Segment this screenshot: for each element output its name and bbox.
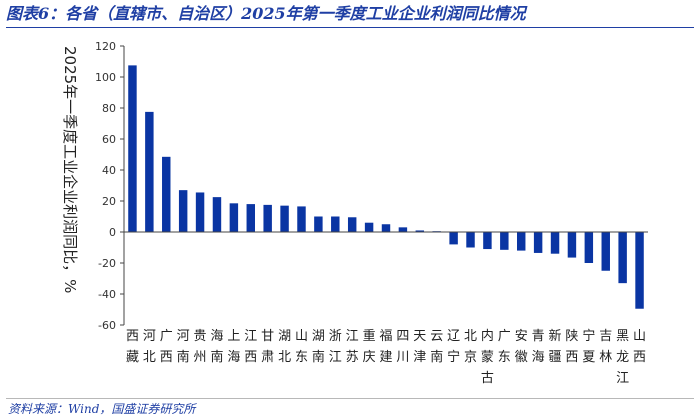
category-label: 吉林 [599,329,612,365]
bar [635,232,644,309]
y-tick-label: 100 [95,71,116,84]
category-label: 甘肃 [261,329,274,365]
bar [601,232,610,271]
y-tick-label: 20 [102,195,116,208]
bar [128,65,137,233]
category-label: 陕西 [565,329,578,365]
bar [178,190,188,232]
bar [483,232,492,250]
bars [128,65,644,309]
category-label: 内蒙古 [481,328,494,386]
y-axis-ticks: -60 -40 -20 0 20 40 60 80 100 120 [95,40,124,332]
y-axis-title: 2025年一季度工业企业利润同比，% [61,46,79,293]
chart-title: 图表6：各省（直辖市、自治区）2025年第一季度工业企业利润同比情况 [6,4,526,23]
category-label: 广东 [498,329,511,365]
y-tick-label: 60 [102,133,116,146]
category-label: 宁夏 [582,328,595,365]
bar [398,227,408,232]
title-divider [6,27,694,28]
category-label: 黑龙江 [616,329,629,386]
category-label: 四川 [396,329,409,365]
bar [500,232,509,250]
category-label: 广西 [160,329,173,365]
bar [246,204,255,232]
bar [347,217,357,232]
bar [280,205,289,232]
bar [415,230,425,232]
category-label: 河南 [177,329,190,365]
bar [550,232,560,254]
bar [145,111,154,233]
y-tick-label: 40 [102,164,116,177]
bar [618,232,627,284]
category-label: 新疆 [549,328,562,365]
y-tick-label: 120 [95,40,116,53]
bar [297,206,306,232]
y-axis-label: 2025年一季度工业企业利润同比，% [61,46,79,293]
category-label: 辽宁 [447,329,460,365]
bar [584,232,594,263]
category-label: 安徽 [515,329,528,365]
bar [381,224,391,232]
category-label: 江西 [244,329,257,365]
bar [466,232,475,248]
category-label: 海南 [210,329,223,365]
y-tick-label: -40 [98,288,116,301]
category-label: 贵州 [194,329,207,365]
category-label: 河北 [143,329,156,365]
bar [364,222,374,232]
bar [533,232,543,253]
bar [229,203,239,232]
bar [162,156,171,232]
footer-divider [6,398,694,399]
category-label: 云南 [430,329,443,365]
bar [263,204,272,233]
y-tick-label: 0 [109,226,116,239]
bar [212,197,222,233]
category-label: 西藏 [126,329,139,365]
bar [449,232,458,245]
category-label: 天津 [413,329,426,365]
category-labels: 西藏河北广西河南贵州海南上海江西甘肃湖北山东湖南浙江江苏重庆福建四川天津云南辽宁… [126,328,646,386]
bar [517,232,526,251]
bar [567,232,577,258]
category-label: 青海 [532,329,545,365]
category-label: 重庆 [363,328,376,365]
bar-chart: 2025年一季度工业企业利润同比，% -60 -40 -20 0 20 40 60 80 100… [61,40,648,386]
category-label: 福建 [379,329,392,365]
category-label: 山西 [633,329,646,365]
category-label: 浙江 [329,329,342,365]
category-label: 上海 [227,329,240,365]
category-label: 山东 [295,329,308,365]
bar [195,192,205,232]
y-tick-label: -20 [98,257,116,270]
category-label: 江苏 [346,329,359,365]
bar [314,216,323,232]
y-tick-label: 80 [102,102,116,115]
category-label: 北京 [464,329,477,365]
source-note: 资料来源：Wind，国盛证券研究所 [8,402,196,416]
y-tick-label: -60 [98,319,116,332]
bar [331,216,340,232]
category-label: 湖南 [312,329,325,365]
category-label: 湖北 [278,329,291,365]
